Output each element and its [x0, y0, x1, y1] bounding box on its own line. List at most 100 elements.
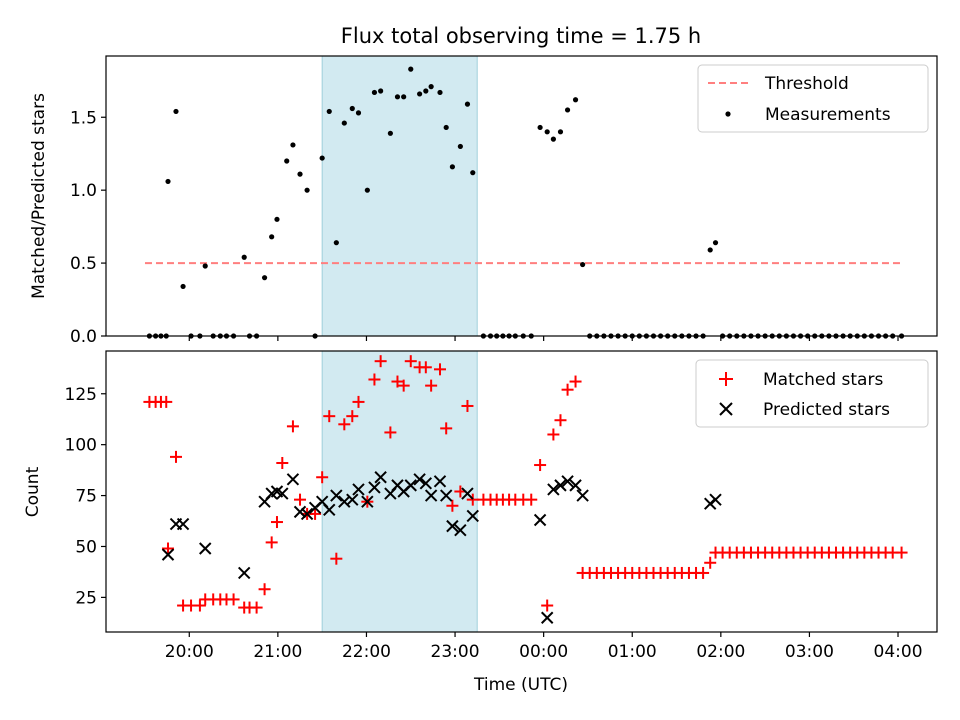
matched-star-marker	[895, 546, 908, 559]
measurement-point	[408, 66, 414, 72]
matched-star-marker	[316, 471, 329, 484]
x-stroke-b	[300, 507, 314, 521]
x-stroke-b	[454, 523, 467, 537]
x-stroke-b	[293, 505, 307, 519]
matched-star-marker	[461, 399, 474, 412]
predicted-star-marker	[554, 479, 567, 492]
measurement-point	[428, 84, 434, 90]
measurement-point	[333, 240, 339, 246]
x-tick-label: 01:00	[608, 642, 657, 662]
x-stroke-b	[391, 479, 404, 492]
predicted-star-marker	[352, 483, 365, 496]
matched-star-marker	[270, 516, 283, 529]
x-stroke-b	[461, 487, 474, 500]
matched-star-marker	[697, 566, 710, 579]
matched-star-marker	[352, 395, 365, 408]
matched-star-marker	[276, 456, 289, 469]
x-stroke-b	[709, 493, 722, 506]
predicted-star-marker	[540, 611, 554, 624]
predicted-star-marker	[461, 487, 474, 500]
predicted-star-marker	[276, 487, 289, 500]
measurement-point	[269, 234, 275, 240]
x-axis-label: Time (UTC)	[473, 675, 568, 695]
x-stroke-b	[547, 483, 560, 496]
x-tick-label: 20:00	[165, 642, 214, 662]
matched-star-marker	[561, 383, 574, 396]
measurement-point	[349, 105, 355, 112]
x-tick-label: 00:00	[519, 642, 568, 662]
x-stroke-b	[346, 493, 359, 506]
predicted-star-marker	[561, 475, 574, 488]
measurement-point	[364, 187, 370, 193]
top-highlight-span	[321, 55, 478, 337]
highlight-span-rect	[321, 55, 478, 337]
y-tick-label: 50	[75, 537, 97, 557]
measurement-point	[401, 94, 407, 100]
predicted-star-marker	[293, 505, 307, 519]
bottom-highlight-span	[321, 350, 478, 633]
matched-star-marker	[446, 499, 459, 512]
matched-star-marker	[547, 428, 560, 441]
measurement-point	[564, 107, 571, 113]
measurement-point	[173, 108, 179, 115]
legend-predicted-swatch	[719, 402, 733, 416]
x-stroke-b	[404, 479, 417, 492]
measurement-point	[274, 216, 280, 222]
measurement-point	[557, 129, 564, 135]
matched-star-marker	[258, 583, 271, 596]
x-stroke-b	[561, 475, 574, 488]
matched-star-marker	[346, 410, 359, 423]
measurement-point	[202, 263, 208, 269]
matched-star-marker	[404, 355, 417, 368]
y-tick-label: 1.5	[70, 108, 97, 128]
measurement-point	[417, 91, 423, 97]
x-stroke-b	[361, 495, 374, 508]
matched-star-marker	[374, 355, 387, 368]
measurement-point	[423, 88, 429, 94]
measurement-point	[712, 240, 719, 246]
predicted-star-marker	[237, 566, 251, 580]
y-tick-label: 1.0	[70, 181, 97, 201]
measurement-point	[355, 110, 362, 116]
legend-predicted-label: Predicted stars	[763, 400, 890, 420]
matched-star-marker	[466, 493, 479, 506]
matched-star-marker	[569, 375, 582, 388]
matched-star-marker	[554, 414, 567, 427]
predicted-star-marker	[413, 473, 426, 486]
legend-measurements-label: Measurements	[765, 105, 891, 125]
y-tick-label: 125	[65, 385, 97, 405]
matched-star-marker	[384, 426, 397, 439]
x-tick-label: 03:00	[785, 642, 834, 662]
matched-star-marker	[534, 459, 547, 472]
x-stroke-b	[199, 542, 212, 555]
measurement-point	[537, 124, 543, 131]
measurement-point	[544, 129, 550, 135]
x-stroke-b	[533, 513, 547, 527]
chart-title: Flux total observing time = 1.75 h	[341, 24, 701, 48]
measurement-point	[470, 170, 476, 176]
matched-star-marker	[440, 422, 453, 435]
x-stroke-b	[446, 519, 459, 533]
matched-star-marker	[323, 410, 336, 423]
x-stroke-b	[323, 503, 336, 517]
predicted-star-marker	[368, 481, 381, 494]
measurement-point	[241, 254, 247, 260]
measurement-point	[319, 155, 325, 161]
x-tick-label: 04:00	[874, 642, 923, 662]
matched-star-marker	[525, 493, 538, 506]
measurement-point	[261, 275, 268, 281]
x-stroke-b	[276, 487, 289, 500]
matched-star-marker	[265, 536, 278, 549]
measurement-point	[550, 136, 556, 142]
predicted-star-marker	[286, 473, 300, 486]
predicted-star-marker	[323, 503, 336, 517]
matched-star-marker	[704, 556, 717, 569]
x-stroke-b	[413, 473, 426, 486]
predicted-star-marker	[199, 542, 212, 555]
x-stroke-b	[270, 485, 284, 498]
legend-matched-label: Matched stars	[763, 370, 883, 390]
measurement-point	[449, 164, 455, 170]
x-stroke-b	[540, 611, 554, 624]
bottom-x-ticks: 20:00 21:00 22:00 23:00 00:00 01:00 02:00 03:00…	[165, 632, 923, 662]
